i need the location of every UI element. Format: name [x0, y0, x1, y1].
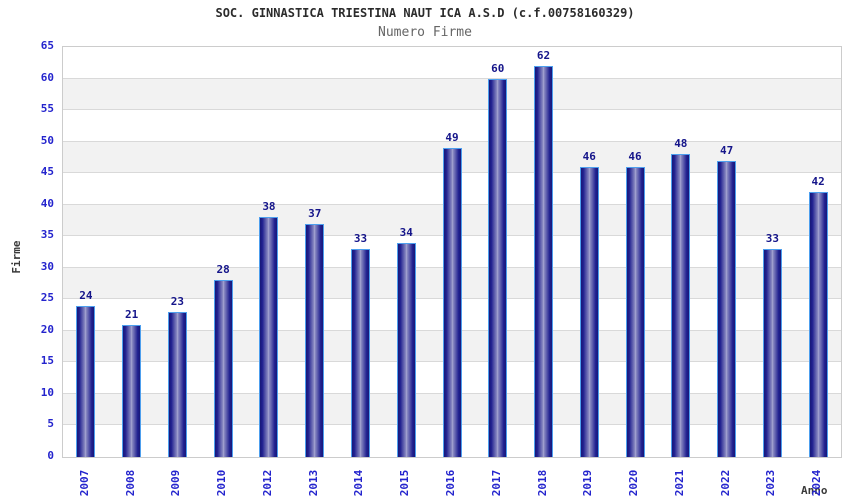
bar-value-label: 34 — [399, 225, 413, 239]
y-tick-label: 15 — [40, 354, 54, 368]
background-band — [63, 78, 841, 111]
y-tick-label: 45 — [40, 165, 54, 179]
bar-value-label: 49 — [445, 130, 459, 144]
chart-title: SOC. GINNASTICA TRIESTINA NAUT ICA A.S.D… — [215, 6, 635, 20]
bar-value-label: 23 — [170, 294, 185, 308]
bar — [350, 248, 370, 457]
x-tick-label: 2017 — [489, 469, 503, 497]
x-tick-label: 2009 — [169, 469, 183, 497]
x-tick-label: 2024 — [810, 469, 824, 497]
bar — [762, 248, 782, 457]
bar — [396, 242, 416, 457]
y-tick-label: 20 — [40, 322, 54, 336]
x-tick-label: 2015 — [398, 469, 412, 497]
x-tick-label: 2021 — [672, 469, 686, 497]
bar — [808, 192, 828, 457]
x-axis-title: Anno — [801, 484, 828, 497]
x-tick-label: 2012 — [260, 469, 274, 497]
bar-value-label: 21 — [125, 307, 139, 321]
x-tick-label: 2010 — [215, 469, 229, 497]
bar-value-label: 38 — [262, 200, 276, 214]
chart-subtitle: Numero Firme — [378, 25, 472, 40]
x-tick-label: 2020 — [627, 469, 641, 497]
x-tick-label: 2013 — [306, 469, 320, 497]
bar-value-label: 33 — [765, 231, 779, 245]
y-tick-label: 60 — [40, 70, 54, 84]
bar — [76, 305, 96, 457]
bar-value-label: 47 — [719, 143, 734, 157]
bar — [717, 160, 737, 457]
bar-value-label: 33 — [353, 231, 368, 245]
bar — [122, 324, 142, 457]
bar — [167, 311, 187, 457]
bar-value-label: 48 — [674, 137, 688, 151]
bar — [488, 78, 508, 457]
y-tick-label: 40 — [40, 196, 54, 210]
y-tick-label: 0 — [47, 449, 54, 462]
bar-value-label: 42 — [811, 175, 825, 189]
bar-value-label: 46 — [628, 149, 642, 163]
gridline — [63, 109, 841, 111]
bar-value-label: 24 — [79, 288, 93, 302]
y-tick-label: 25 — [40, 291, 54, 305]
x-tick-label: 2014 — [352, 469, 366, 497]
y-tick-label: 50 — [40, 133, 54, 147]
y-tick-label: 65 — [40, 39, 54, 52]
bar — [671, 154, 691, 457]
plot-area: 24 21 23 28 38 37 33 34 49 60 62 46 46 48 47 33 42 — [62, 46, 842, 458]
x-tick-label: 2019 — [581, 469, 595, 497]
bar — [305, 223, 325, 457]
y-tick-label: 55 — [40, 102, 54, 116]
x-tick-label: 2008 — [123, 469, 137, 497]
x-tick-label: 2016 — [444, 469, 457, 497]
bar — [625, 166, 645, 457]
bar-value-label: 28 — [216, 263, 230, 277]
bar-value-label: 46 — [582, 149, 596, 163]
y-tick-label: 30 — [40, 259, 54, 273]
y-tick-label: 5 — [47, 417, 54, 431]
bar — [259, 217, 279, 457]
bar — [579, 166, 599, 457]
x-tick-label: 2022 — [718, 469, 732, 497]
x-tick-label: 2018 — [535, 469, 549, 497]
bar — [442, 147, 462, 457]
x-tick-label: 2007 — [77, 469, 91, 497]
bar-value-label: 60 — [491, 61, 505, 75]
y-tick-label: 35 — [40, 228, 54, 242]
bar — [534, 65, 554, 457]
bar-value-label: 37 — [308, 206, 322, 220]
bar-value-label: 62 — [536, 48, 551, 62]
y-tick-label: 10 — [40, 385, 54, 399]
bar — [213, 280, 233, 457]
x-tick-label: 2023 — [764, 469, 778, 497]
gridline — [63, 140, 841, 142]
gridline — [63, 77, 841, 79]
